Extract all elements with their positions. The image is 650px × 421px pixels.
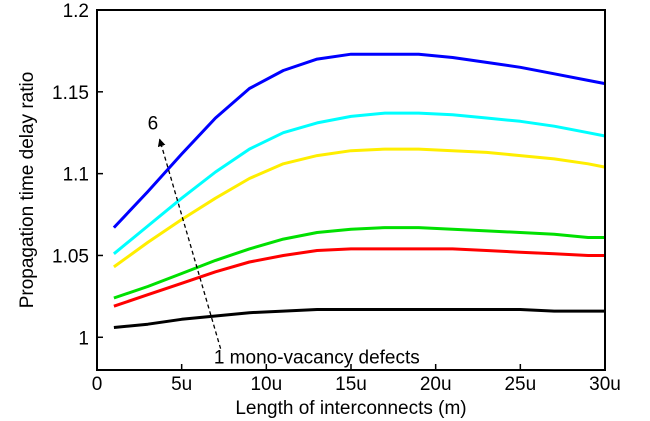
series-layer	[112, 52, 606, 329]
axis-ticks: 0 5u 10u 15u 20u 25u 30u 1 1.05 1.1 1.15 1.2	[52, 1, 621, 395]
x-tick-label: 5u	[171, 374, 192, 395]
series-line-4	[113, 147, 606, 269]
x-tick-label: 20u	[420, 374, 452, 395]
annotation-arrow	[157, 138, 222, 349]
y-tick-label: 1.1	[63, 165, 89, 186]
x-tick-label: 10u	[250, 374, 282, 395]
x-tick-label: 30u	[589, 374, 621, 395]
annotation-top-label: 6	[148, 113, 159, 134]
y-tick-label: 1.2	[63, 1, 89, 22]
series-line-5	[112, 111, 606, 255]
y-axis-label: Propagation time delay ratio	[17, 72, 38, 309]
y-tick-label: 1	[78, 328, 89, 349]
y-tick-label: 1.15	[52, 83, 89, 104]
y-tick-label: 1.05	[52, 246, 89, 267]
series-line-1	[113, 308, 605, 329]
series-line-6	[112, 52, 606, 229]
series-line-3	[113, 226, 605, 300]
x-axis-label: Length of interconnects (m)	[235, 398, 466, 419]
series-line-2	[113, 247, 605, 308]
plot-frame	[96, 9, 606, 371]
annotation-bottom-label: 1 mono-vacancy defects	[214, 347, 420, 368]
x-tick-label: 0	[92, 374, 103, 395]
x-tick-label: 15u	[335, 374, 367, 395]
annotation-layer: 6 1 mono-vacancy defects	[148, 113, 420, 368]
x-tick-label: 25u	[504, 374, 536, 395]
